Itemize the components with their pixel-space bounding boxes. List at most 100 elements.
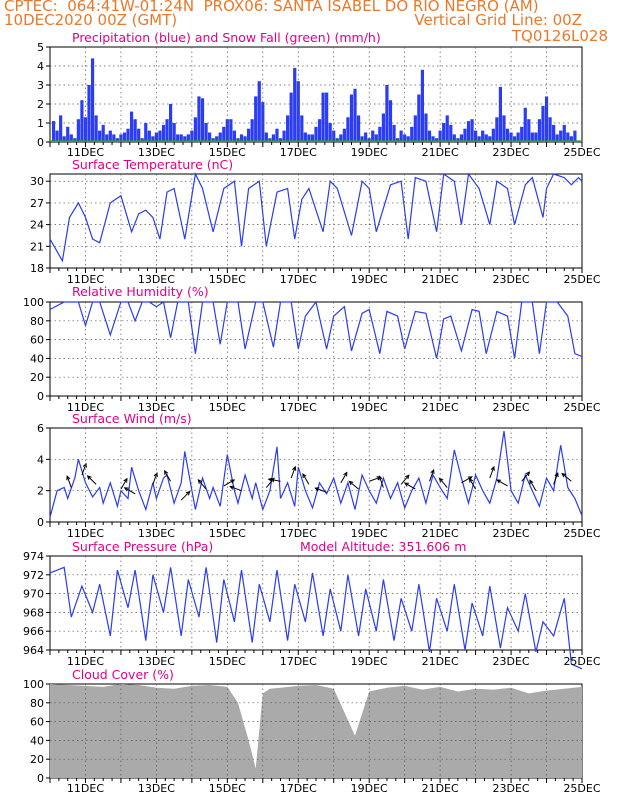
temp-ytick-label: 21 (30, 240, 44, 253)
wind-ytick-label: 2 (37, 485, 44, 498)
precip-bar (98, 130, 102, 142)
precip-bar (424, 113, 428, 142)
precip-bar (552, 124, 556, 142)
header-line1: CPTEC: 064:41W-01:24N PROX06: SANTA ISAB… (4, 0, 539, 15)
precip-bar (410, 126, 414, 142)
temp-xtick-label: 19DEC (351, 273, 388, 286)
precip-bar (286, 115, 290, 142)
wind-arrow (553, 472, 559, 485)
precip-bar (374, 134, 378, 142)
wind-arrow-head (302, 473, 307, 479)
pressure-ytick-label: 966 (23, 625, 44, 638)
wind-xtick-label: 19DEC (351, 527, 388, 540)
wind-arrow-head (404, 474, 410, 480)
temp-title: Surface Temperature (nC) (72, 157, 233, 172)
precip-bar (200, 98, 205, 142)
precip-bar (413, 115, 417, 142)
wind-arrow (124, 487, 136, 495)
wind-arrow (349, 481, 359, 490)
precip-bar (371, 130, 375, 142)
precip-ytick-label: 3 (37, 79, 44, 92)
rh-xtick-label: 13DEC (138, 401, 175, 414)
wind-arrow-head (348, 480, 354, 486)
precip-bar (388, 100, 393, 142)
precip-xtick-label: 15DEC (209, 146, 246, 159)
precip-bar (218, 132, 222, 142)
precip-title: Precipitation (blue) and Snow Fall (gree… (72, 30, 381, 45)
wind-arrow (429, 469, 435, 482)
precip-bar (208, 132, 212, 142)
wind-arrow-head (292, 465, 297, 471)
precip-bar (534, 132, 538, 142)
wind-arrow (120, 478, 128, 490)
precip-bar (303, 132, 307, 142)
precip-bar (271, 134, 276, 142)
precip-bar (59, 115, 63, 142)
precip-bar (317, 119, 322, 142)
precip-bar (438, 130, 442, 142)
precip-bar (566, 132, 570, 142)
cloud-xtick-label: 25DEC (563, 782, 600, 795)
wind-arrow-head (430, 468, 435, 475)
precip-xtick-label: 25DEC (563, 146, 600, 159)
precip-bar (268, 138, 272, 142)
precip-bar (502, 115, 506, 142)
wind-arrow (489, 466, 495, 479)
precip-bar (513, 136, 517, 142)
precip-bar (434, 138, 439, 142)
rh-frame (49, 301, 583, 397)
precip-bar (314, 126, 318, 142)
precip-bar (264, 132, 268, 142)
precip-bar (328, 123, 332, 142)
wind-arrow-head (153, 472, 158, 478)
wind-xtick-label: 21DEC (422, 527, 459, 540)
precip-bar (342, 128, 346, 142)
rh-xtick-label: 17DEC (280, 401, 317, 414)
wind-ytick-label: 4 (37, 453, 44, 466)
wind-arrow-head (343, 471, 348, 477)
precip-bar (254, 96, 258, 142)
precip-bar (300, 115, 304, 142)
wind-xtick-label: 11DEC (67, 527, 104, 540)
precip-bar (83, 117, 88, 142)
pressure-xtick-label: 23DEC (493, 655, 530, 668)
pressure-title: Surface Pressure (hPa) (72, 539, 213, 554)
precip-bar (452, 134, 456, 142)
precip-bar (62, 136, 66, 142)
precip-bar (325, 92, 329, 142)
precip-bar (158, 130, 162, 142)
precip-bar (548, 117, 552, 142)
cloud-ytick-label: 100 (23, 678, 44, 691)
precip-bar (73, 138, 77, 142)
cloud-title: Cloud Cover (%) (72, 667, 174, 682)
wind-arrow (66, 476, 72, 488)
cloud-xtick-label: 11DEC (67, 782, 104, 795)
wind-arrow (340, 472, 348, 484)
precip-bar (282, 130, 286, 142)
wind-series-line (49, 431, 583, 518)
rh-ytick-label: 0 (37, 390, 44, 403)
wind-arrow (461, 476, 473, 484)
header-grid-note: Vertical Grid Line: 00Z (414, 11, 582, 29)
precip-ytick-label: 0 (37, 136, 44, 149)
wind-arrow (469, 478, 477, 490)
wind-arrow-head (82, 462, 87, 468)
precip-bar (523, 107, 527, 142)
wind-arrow (496, 479, 508, 487)
wind-arrow (223, 479, 235, 487)
precip-bar (335, 138, 339, 142)
wind-arrow (369, 476, 381, 482)
rh-xtick-label: 23DEC (493, 401, 530, 414)
precip-bar (147, 130, 151, 142)
precip-ytick-label: 4 (37, 60, 44, 73)
precip-bar (229, 119, 233, 142)
pressure-ytick-label: 964 (23, 644, 44, 657)
wind-arrow-head (554, 472, 559, 478)
wind-arrow (561, 473, 572, 482)
precip-bar (232, 130, 237, 142)
temp-frame (49, 173, 583, 269)
precip-xtick-label: 17DEC (280, 146, 317, 159)
precip-ytick-label: 2 (37, 98, 44, 111)
cloud-area (50, 684, 582, 778)
rh-xtick-label: 15DEC (209, 401, 246, 414)
